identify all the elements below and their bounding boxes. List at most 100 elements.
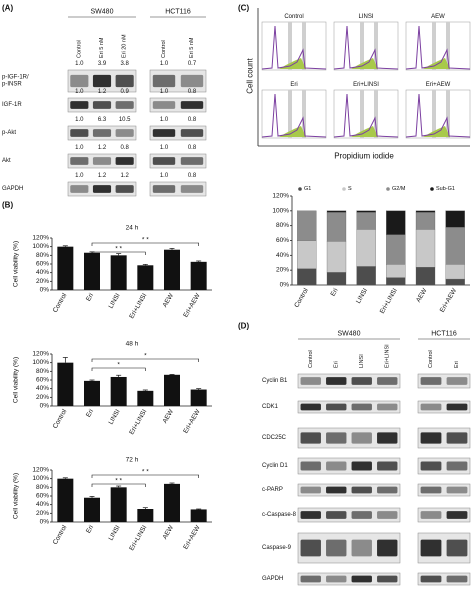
- sample-label: Control: [284, 14, 303, 20]
- bar-segment: [415, 212, 436, 230]
- legend-marker: [342, 187, 346, 191]
- blot-band: [326, 403, 347, 411]
- blot-band: [446, 486, 468, 494]
- blot-band: [446, 432, 468, 444]
- chart-title: 72 h: [126, 457, 139, 464]
- y-tick-label: 100%: [32, 243, 49, 250]
- blot-band: [420, 511, 442, 519]
- lane-label: Eri+LINSI: [384, 344, 390, 368]
- x-tick-label: Eri+AEW: [439, 287, 459, 314]
- densitometry-value: 1.2: [120, 173, 129, 179]
- densitometry-value: 1.0: [75, 61, 84, 67]
- bar: [110, 376, 127, 406]
- y-tick-label: 120%: [272, 193, 289, 200]
- blot-band: [70, 129, 89, 137]
- blot-band: [326, 511, 347, 519]
- blot-band: [420, 403, 442, 411]
- densitometry-value: 1.0: [75, 145, 84, 151]
- blot-band: [351, 511, 372, 519]
- x-tick-label: AEW: [162, 292, 176, 309]
- blot-band: [70, 157, 89, 165]
- y-tick-label: 80%: [36, 368, 49, 375]
- y-tick-label: 80%: [276, 222, 289, 229]
- blot-band: [326, 539, 347, 557]
- significance-label: * *: [142, 469, 149, 476]
- blot-strip: [297, 572, 401, 586]
- blot-band: [446, 511, 468, 519]
- blot-band: [377, 575, 398, 583]
- row-label: IGF-1R: [2, 102, 22, 108]
- y-axis-label: Cell viability (%): [13, 357, 20, 403]
- sample-label: AEW: [431, 14, 445, 20]
- significance-label: *: [117, 362, 120, 369]
- y-tick-label: 60%: [36, 261, 49, 268]
- blot-band: [351, 539, 372, 557]
- blot-band: [300, 539, 321, 557]
- y-tick-label: 0%: [40, 519, 50, 526]
- significance-label: * *: [115, 246, 122, 253]
- y-axis-label: Cell viability (%): [13, 241, 20, 287]
- blot-strip: [297, 507, 401, 523]
- blot-band: [326, 432, 347, 444]
- x-tick-label: LINSI: [108, 524, 122, 542]
- bar: [190, 389, 207, 406]
- bar-segment: [445, 264, 465, 280]
- blot-band: [70, 185, 89, 193]
- blot-band: [92, 129, 112, 137]
- blot-strip: [297, 457, 401, 475]
- lane-label: Eri 5 nM: [189, 37, 195, 58]
- blot-band: [326, 461, 347, 471]
- bar: [190, 509, 207, 522]
- legend-label: S: [348, 186, 352, 192]
- bar-segment: [356, 210, 376, 213]
- blot-band: [420, 539, 442, 557]
- blot-band: [326, 486, 347, 494]
- x-tick-label: Eri+LINSI: [128, 292, 148, 320]
- blot-band: [180, 101, 204, 109]
- blot-strip: [297, 373, 401, 389]
- blot-group-label: SW480: [338, 331, 361, 338]
- densitometry-value: 0.9: [120, 89, 129, 95]
- x-tick-label: Control: [293, 287, 310, 309]
- x-tick-label: Eri+AEW: [182, 524, 202, 551]
- blot-strip: [297, 483, 401, 497]
- y-tick-label: 40%: [36, 501, 49, 508]
- densitometry-value: 1.2: [98, 173, 107, 179]
- bar: [164, 374, 180, 406]
- significance-bracket: [91, 251, 146, 255]
- blot-strip: [297, 427, 401, 449]
- row-label: c-Caspase-8: [262, 512, 297, 518]
- sample-label: Eri+LINSI: [353, 82, 379, 88]
- densitometry-value: 1.0: [160, 117, 169, 123]
- bar-segment: [356, 212, 376, 230]
- x-tick-label: Control: [52, 292, 69, 314]
- blot-band: [92, 185, 112, 193]
- bar-segment: [415, 210, 436, 213]
- bar-segment: [356, 229, 376, 267]
- densitometry-value: 0.8: [120, 145, 129, 151]
- blot-band: [300, 432, 321, 444]
- blot-band: [351, 486, 372, 494]
- densitometry-value: 10.5: [119, 117, 131, 123]
- blot-band: [446, 403, 468, 411]
- blot-band: [180, 185, 204, 193]
- blot-band: [180, 129, 204, 137]
- significance-bracket: [91, 483, 146, 487]
- y-tick-label: 0%: [40, 403, 50, 410]
- legend-label: Sub-G1: [436, 186, 455, 192]
- x-tick-label: Eri: [85, 408, 95, 418]
- bar-segment: [415, 267, 436, 286]
- blot-band: [115, 129, 134, 137]
- bar: [164, 483, 180, 522]
- row-label: Cyclin B1: [262, 378, 288, 384]
- blot-band: [300, 377, 321, 385]
- bar-segment: [297, 268, 317, 286]
- row-label: c-PARP: [262, 487, 283, 493]
- blot-band: [300, 486, 321, 494]
- y-tick-label: 60%: [276, 237, 289, 244]
- bar: [190, 261, 207, 290]
- sample-label: LINSI: [358, 14, 373, 20]
- significance-bracket: [91, 358, 199, 362]
- bar-segment: [445, 210, 465, 228]
